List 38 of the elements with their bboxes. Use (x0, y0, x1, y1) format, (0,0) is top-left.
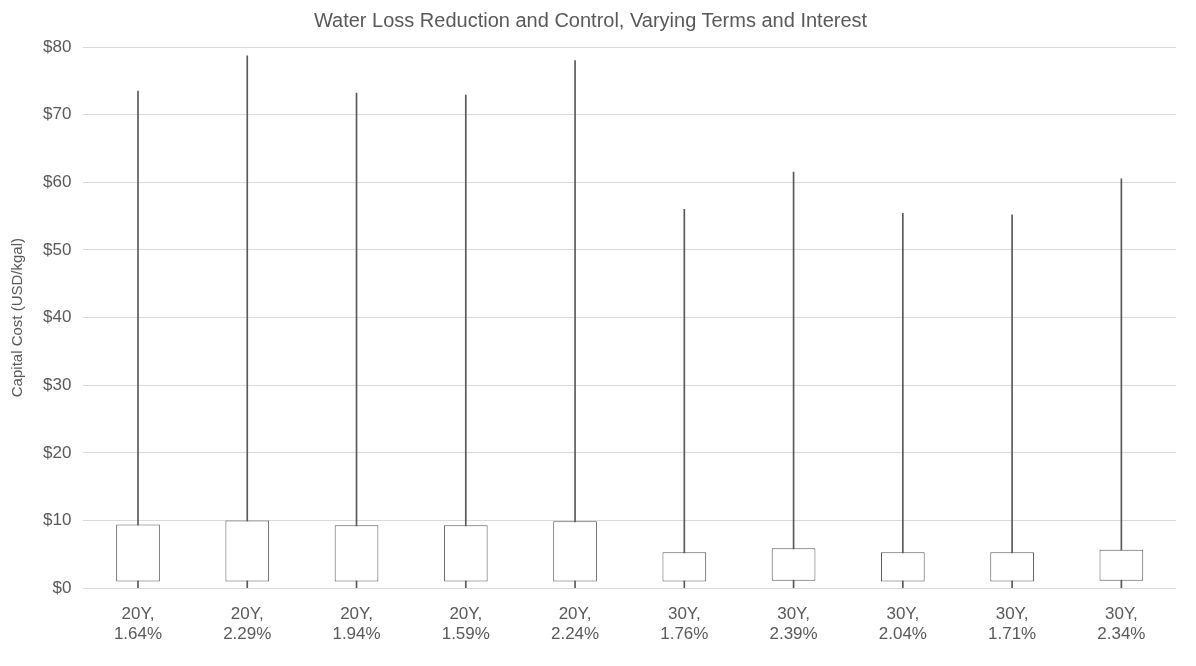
category-label: 1.59% (441, 624, 490, 644)
category-label: 30Y, (886, 604, 920, 624)
candlestick (553, 60, 597, 589)
y-tick-label: $70 (42, 104, 72, 124)
category-label: 1.71% (988, 624, 1037, 644)
y-tick-label: $60 (42, 171, 72, 191)
y-tick-label: $50 (42, 239, 72, 259)
category-label: 2.24% (550, 624, 600, 644)
candlestick (225, 55, 270, 589)
category-label: 30Y, (667, 604, 701, 624)
y-tick-label: $30 (42, 374, 72, 394)
category-label: 1.76% (660, 624, 709, 644)
category-label: 20Y, (558, 604, 592, 624)
category-label: 1.94% (332, 624, 381, 644)
y-tick-label: $10 (42, 510, 72, 530)
y-tick-label: $40 (42, 307, 72, 327)
category-label: 2.04% (878, 624, 927, 644)
category-label: 2.39% (769, 624, 818, 644)
candlestick (880, 213, 925, 589)
category-label: 1.64% (113, 624, 163, 644)
category-label: 20Y, (449, 604, 483, 624)
candlestick (116, 90, 160, 589)
chart-title: Water Loss Reduction and Control, Varying Terms and Interest (313, 8, 868, 31)
category-label: 2.29% (223, 624, 272, 644)
category-label: 2.34% (1097, 624, 1146, 644)
category-label: 30Y, (777, 604, 810, 624)
y-tick-label: $0 (52, 577, 72, 597)
y-axis-title: Capital Cost (USD/kgal) (8, 237, 26, 398)
y-tick-label: $20 (42, 442, 72, 462)
candlestick (662, 209, 707, 589)
y-tick-label: $80 (42, 36, 72, 56)
category-label: 20Y, (340, 604, 373, 624)
candlestick (443, 94, 488, 589)
category-label: 20Y, (230, 604, 264, 624)
category-label: 20Y, (121, 604, 155, 624)
category-label: 30Y, (995, 604, 1029, 624)
category-label: 30Y, (1104, 604, 1138, 624)
candlestick (990, 214, 1034, 589)
